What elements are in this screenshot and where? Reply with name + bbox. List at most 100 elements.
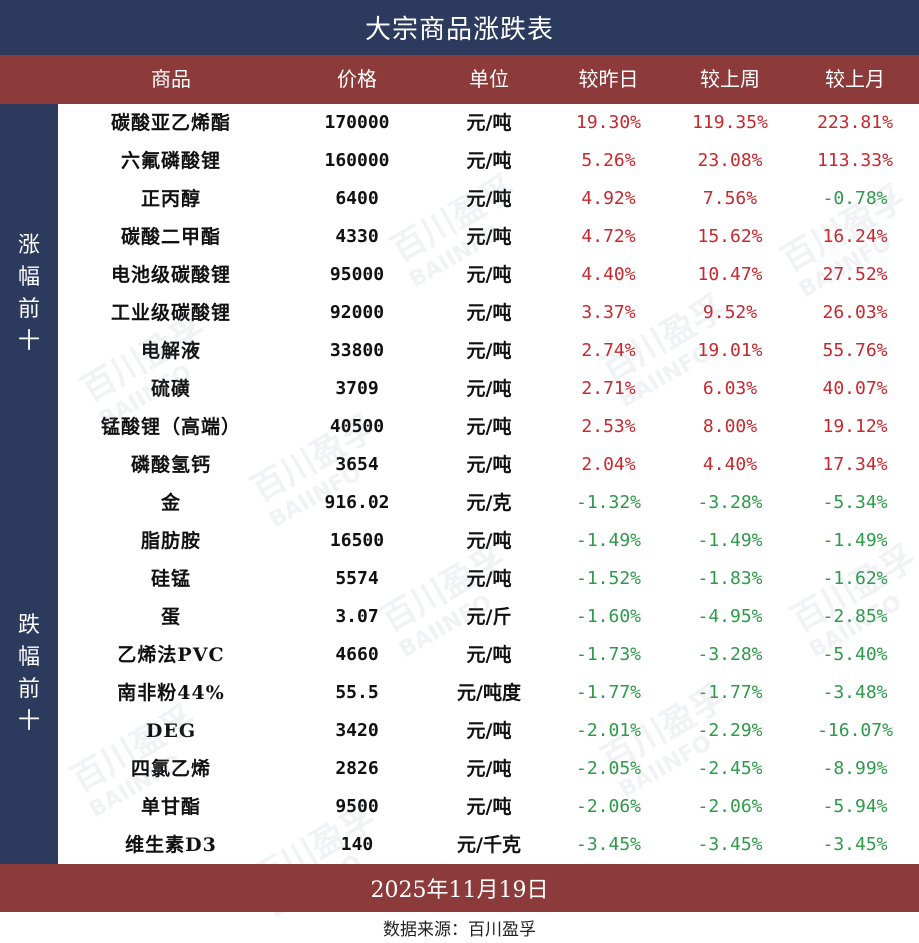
change-vs-yesterday: 4.40% [581, 264, 636, 285]
change-vs-last-month: 19.12% [822, 416, 888, 437]
unit-label: 元/吨 [466, 530, 512, 552]
change-vs-last-month: -8.99% [822, 758, 888, 779]
change-vs-last-week: 23.08% [697, 150, 763, 171]
change-vs-last-week: 7.56% [702, 188, 758, 209]
table-row: 六氟磷酸锂 160000 元/吨 5.26% 23.08% 113.33% [58, 142, 919, 180]
price-value: 33800 [329, 340, 385, 361]
table-title: 大宗商品涨跌表 [0, 0, 919, 55]
price-value: 140 [340, 834, 374, 855]
table-row: 南非粉44% 55.5 元/吨度 -1.77% -1.77% -3.48% [58, 674, 919, 712]
change-vs-yesterday: -2.06% [575, 796, 642, 817]
change-vs-last-week: -3.28% [697, 492, 763, 513]
change-vs-last-week: 9.52% [702, 302, 758, 323]
unit-label: 元/斤 [466, 606, 512, 628]
change-vs-last-week: -2.45% [697, 758, 763, 779]
side-label-top-gainers: 涨幅前十 [0, 104, 58, 484]
table-row: 正丙醇 6400 元/吨 4.92% 7.56% -0.78% [58, 180, 919, 218]
change-vs-yesterday: -1.32% [575, 492, 642, 513]
change-vs-last-week: 4.40% [702, 454, 758, 475]
commodity-name: 四氯乙烯 [130, 758, 211, 780]
change-vs-last-week: -4.95% [697, 606, 763, 627]
unit-label: 元/吨 [466, 302, 512, 324]
commodity-name: 碳酸亚乙烯酯 [110, 112, 231, 134]
unit-label: 元/吨 [466, 720, 512, 742]
change-vs-last-week: -2.06% [697, 796, 763, 817]
commodity-name: 锰酸锂（高端） [100, 416, 241, 438]
table-row: 硫磺 3709 元/吨 2.71% 6.03% 40.07% [58, 370, 919, 408]
change-vs-yesterday: 4.92% [581, 188, 636, 209]
change-vs-last-week: 119.35% [692, 112, 768, 133]
report-date: 2025年11月19日 [0, 864, 919, 912]
header-vs-last-week: 较上周 [700, 67, 760, 91]
commodity-name: 硅锰 [150, 568, 191, 590]
change-vs-last-month: -0.78% [822, 188, 888, 209]
table-row: 蛋 3.07 元/斤 -1.60% -4.95% -2.85% [58, 598, 919, 636]
commodity-name: 单甘酯 [140, 796, 201, 818]
price-value: 3.07 [335, 606, 379, 627]
change-vs-yesterday: -3.45% [575, 834, 642, 855]
unit-label: 元/千克 [457, 834, 521, 856]
change-vs-last-month: -5.40% [822, 644, 888, 665]
price-value: 9500 [335, 796, 379, 817]
change-vs-last-week: -3.45% [697, 834, 763, 855]
unit-label: 元/吨 [466, 644, 512, 666]
change-vs-last-month: 40.07% [822, 378, 888, 399]
table-row: 脂肪胺 16500 元/吨 -1.49% -1.49% -1.49% [58, 522, 919, 560]
side-label-top-losers: 跌幅前十 [0, 484, 58, 864]
price-value: 3420 [335, 720, 379, 741]
change-vs-last-month: -3.45% [822, 834, 888, 855]
table-row: DEG 3420 元/吨 -2.01% -2.29% -16.07% [58, 712, 919, 750]
commodity-name: 蛋 [160, 606, 181, 628]
side-label-top-text: 涨幅前十 [17, 233, 40, 354]
commodity-name: 六氟磷酸锂 [120, 150, 221, 172]
change-vs-yesterday: -1.49% [575, 530, 642, 551]
change-vs-last-month: -1.62% [822, 568, 888, 589]
side-label-bottom-text: 跌幅前十 [17, 613, 40, 734]
change-vs-last-month: -5.34% [822, 492, 888, 513]
change-vs-last-month: -3.48% [822, 682, 888, 703]
change-vs-yesterday: 19.30% [575, 112, 642, 133]
price-value: 4660 [335, 644, 379, 665]
price-value: 92000 [329, 302, 385, 323]
change-vs-yesterday: 5.26% [581, 150, 636, 171]
unit-label: 元/吨 [466, 416, 512, 438]
unit-label: 元/吨 [466, 454, 512, 476]
price-value: 3709 [335, 378, 379, 399]
table-row: 硅锰 5574 元/吨 -1.52% -1.83% -1.62% [58, 560, 919, 598]
price-value: 40500 [329, 416, 385, 437]
commodity-name: 乙烯法PVC [117, 644, 225, 666]
change-vs-last-month: 223.81% [817, 112, 893, 133]
table-row: 乙烯法PVC 4660 元/吨 -1.73% -3.28% -5.40% [58, 636, 919, 674]
change-vs-yesterday: -1.52% [575, 568, 642, 589]
unit-label: 元/吨 [466, 150, 512, 172]
change-vs-last-week: 6.03% [702, 378, 758, 399]
table-row: 碳酸二甲酯 4330 元/吨 4.72% 15.62% 16.24% [58, 218, 919, 256]
commodity-name: 磷酸氢钙 [130, 454, 211, 476]
unit-label: 元/吨 [466, 226, 512, 248]
commodity-name: 脂肪胺 [140, 530, 201, 552]
commodity-name: 碳酸二甲酯 [120, 226, 221, 248]
change-vs-last-week: 10.47% [697, 264, 763, 285]
change-vs-last-month: 55.76% [822, 340, 888, 361]
price-value: 55.5 [335, 682, 379, 703]
change-vs-yesterday: -1.77% [575, 682, 642, 703]
change-vs-yesterday: 3.37% [581, 302, 636, 323]
unit-label: 元/吨度 [457, 682, 521, 704]
commodity-name: 电解液 [140, 340, 201, 362]
unit-label: 元/吨 [466, 378, 512, 400]
change-vs-yesterday: -1.73% [575, 644, 642, 665]
table-row: 锰酸锂（高端） 40500 元/吨 2.53% 8.00% 19.12% [58, 408, 919, 446]
price-value: 6400 [335, 188, 379, 209]
change-vs-last-month: -2.85% [822, 606, 888, 627]
commodity-name: 金 [160, 492, 181, 514]
commodity-name: 南非粉44% [117, 682, 225, 704]
unit-label: 元/吨 [466, 796, 512, 818]
data-source: 数据来源：百川盈孚 [383, 920, 536, 940]
change-vs-last-month: -16.07% [817, 720, 893, 741]
change-vs-last-week: -1.77% [697, 682, 763, 703]
commodity-name: DEG [145, 720, 197, 742]
price-value: 16500 [329, 530, 385, 551]
change-vs-yesterday: 2.74% [581, 340, 636, 361]
header-row: 商品 价格 单位 较昨日 较上周 较上月 [0, 55, 919, 104]
change-vs-yesterday: 4.72% [581, 226, 636, 247]
